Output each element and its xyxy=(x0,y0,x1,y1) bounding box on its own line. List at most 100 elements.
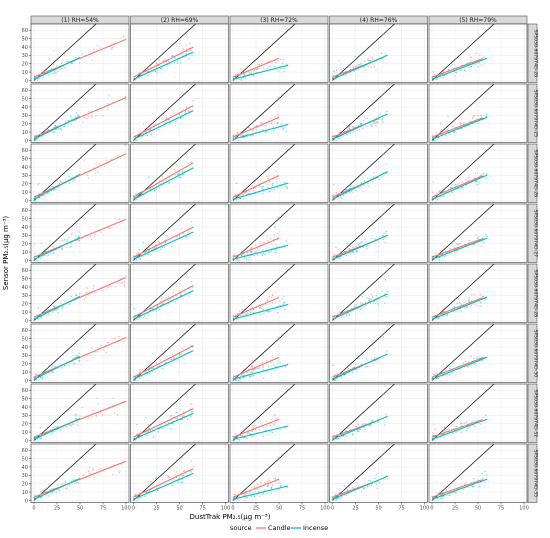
reference-line xyxy=(431,204,495,261)
point-candle xyxy=(358,243,361,245)
point-incense xyxy=(345,187,348,189)
point-incense xyxy=(47,192,50,194)
point-incense xyxy=(75,112,78,114)
point-incense xyxy=(68,119,70,122)
panel-border xyxy=(30,383,130,443)
point-incense xyxy=(176,62,179,65)
point-candle xyxy=(273,235,275,237)
point-candle xyxy=(44,480,46,482)
point-candle xyxy=(373,117,376,120)
point-candle xyxy=(434,428,437,431)
point-candle xyxy=(474,293,476,296)
point-incense xyxy=(70,245,72,248)
point-candle xyxy=(267,177,269,180)
point-incense xyxy=(276,312,279,314)
point-incense xyxy=(333,70,335,73)
y-tick-label: 30 xyxy=(22,233,28,239)
point-candle xyxy=(338,60,341,62)
point-candle xyxy=(249,190,251,192)
point-candle xyxy=(468,297,471,299)
point-candle xyxy=(167,236,169,238)
facet-panel xyxy=(30,263,130,323)
point-incense xyxy=(332,364,335,366)
point-incense xyxy=(283,302,285,304)
point-candle xyxy=(268,479,270,481)
point-incense xyxy=(460,187,463,190)
point-candle xyxy=(277,362,279,365)
point-candle xyxy=(453,427,455,430)
point-candle xyxy=(370,426,372,428)
point-candle xyxy=(33,74,36,76)
point-incense xyxy=(470,56,473,58)
point-incense xyxy=(438,137,440,139)
point-incense xyxy=(460,69,462,71)
point-candle xyxy=(465,481,467,483)
point-incense xyxy=(431,139,433,142)
point-incense xyxy=(464,360,467,363)
point-incense xyxy=(351,371,354,373)
point-incense xyxy=(345,74,347,76)
point-incense xyxy=(366,244,369,247)
point-incense xyxy=(184,112,186,114)
point-incense xyxy=(38,196,41,199)
point-incense xyxy=(72,478,75,481)
fit-line-incense xyxy=(431,418,488,440)
point-candle xyxy=(258,366,261,368)
point-incense xyxy=(155,476,158,478)
point-incense xyxy=(455,492,457,494)
point-incense xyxy=(346,130,349,132)
point-incense xyxy=(461,64,463,66)
point-candle xyxy=(100,231,102,233)
point-incense xyxy=(375,295,377,297)
point-candle xyxy=(261,242,263,245)
point-incense xyxy=(132,79,135,82)
point-candle xyxy=(360,62,362,65)
point-incense xyxy=(181,171,184,173)
point-incense xyxy=(463,301,465,304)
panel-border xyxy=(428,263,528,323)
point-candle xyxy=(243,73,245,75)
point-candle xyxy=(124,95,127,98)
point-candle xyxy=(277,360,279,362)
point-candle xyxy=(259,121,262,124)
point-incense xyxy=(335,246,337,248)
point-candle xyxy=(246,433,249,435)
point-incense xyxy=(262,67,265,69)
point-incense xyxy=(377,303,379,305)
point-incense xyxy=(150,133,153,136)
point-incense xyxy=(267,434,269,436)
point-incense xyxy=(456,246,459,249)
point-incense xyxy=(382,336,385,338)
panel-border xyxy=(130,383,229,443)
point-incense xyxy=(74,116,76,118)
facet-panel xyxy=(428,383,528,443)
point-incense xyxy=(461,186,464,188)
point-incense xyxy=(136,198,138,201)
point-candle xyxy=(476,171,478,174)
point-incense xyxy=(252,134,254,136)
point-incense xyxy=(482,416,484,419)
point-candle xyxy=(463,488,465,490)
point-candle xyxy=(433,423,435,425)
point-incense xyxy=(468,176,470,179)
point-incense xyxy=(283,181,286,184)
fit-line-incense xyxy=(33,236,81,260)
point-candle xyxy=(364,423,367,425)
point-incense xyxy=(236,436,238,438)
point-incense xyxy=(53,305,55,308)
point-candle xyxy=(432,70,434,73)
panel-border xyxy=(329,83,428,143)
point-incense xyxy=(376,121,378,123)
point-incense xyxy=(262,368,264,371)
point-candle xyxy=(247,492,249,495)
point-candle xyxy=(191,287,194,289)
x-tick-label: 50 xyxy=(176,506,182,512)
row-strip xyxy=(527,83,538,143)
point-incense xyxy=(243,136,245,139)
point-candle xyxy=(436,192,438,194)
point-incense xyxy=(463,123,465,126)
point-incense xyxy=(382,238,384,241)
point-candle xyxy=(45,69,48,72)
row-strip-label: SPS030-607974D-20 xyxy=(533,29,539,77)
point-incense xyxy=(164,119,167,122)
